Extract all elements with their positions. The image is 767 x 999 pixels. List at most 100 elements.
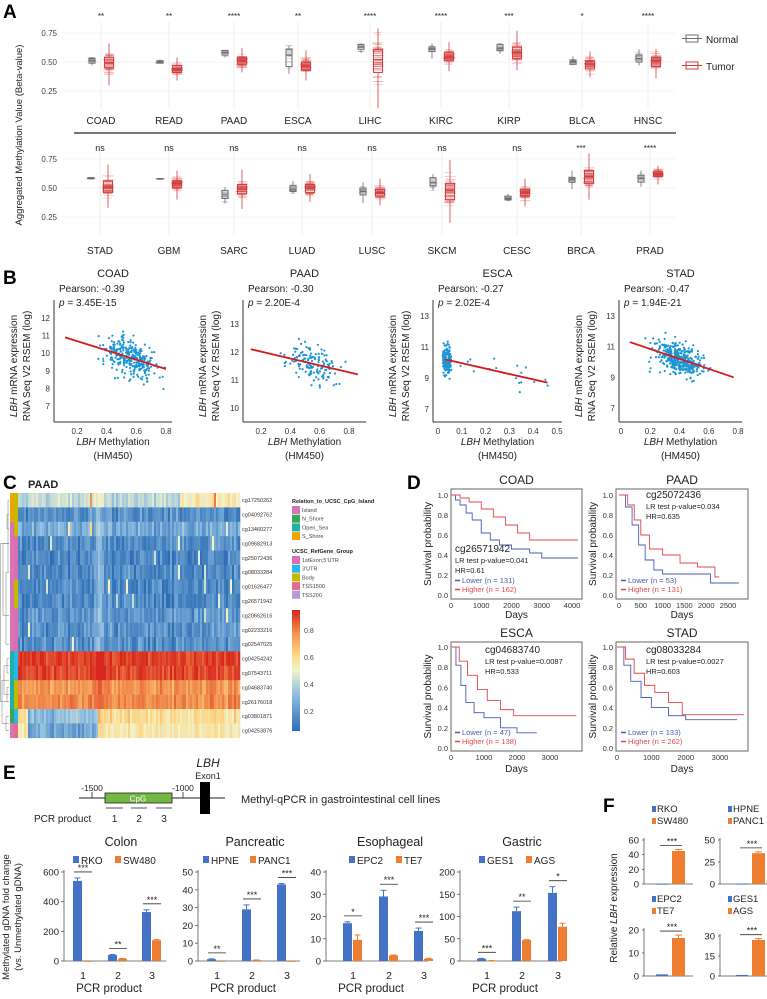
heatmap-cell (108, 622, 111, 638)
heatmap-cell (234, 550, 237, 566)
heatmap-cell (118, 507, 121, 523)
heatmap-cell (94, 493, 97, 508)
heatmap-cell (204, 536, 207, 551)
heatmap-cell (178, 565, 181, 580)
heatmap-cell (124, 709, 127, 724)
category-label: ESCA (284, 116, 312, 127)
heatmap-cell (72, 637, 75, 652)
heatmap-cell (42, 521, 45, 537)
heatmap-cell (74, 694, 77, 710)
heatmap-cell (26, 493, 29, 508)
heatmap-cell (222, 665, 225, 681)
scatter-point (680, 352, 683, 355)
x-tick-label: 2000 (503, 601, 520, 610)
heatmap-cell (188, 665, 191, 681)
heatmap-cell (116, 593, 119, 609)
heatmap-cell (230, 637, 233, 652)
scatter-point (674, 344, 677, 347)
heatmap-cell (158, 694, 161, 710)
heatmap-cell (152, 723, 155, 739)
heatmap-cell (210, 608, 213, 623)
heatmap-cell (206, 665, 209, 681)
scatter-point (675, 368, 678, 371)
heatmap-cell (232, 637, 235, 652)
heatmap-cell (198, 579, 201, 595)
scatter-point (121, 368, 124, 371)
heatmap-cell (50, 550, 53, 566)
heatmap-cell (108, 565, 111, 580)
heatmap-cell (68, 608, 71, 623)
heatmap-cell (192, 608, 195, 623)
heatmap-cell (190, 565, 193, 580)
heatmap-cell (132, 593, 135, 609)
heatmap-cell (220, 723, 223, 739)
heatmap-cell (146, 622, 149, 638)
scatter-point (279, 352, 282, 355)
heatmap-cell (36, 550, 39, 566)
heatmap-cell (226, 608, 229, 623)
y-tick-label: 0.75 (41, 29, 57, 38)
heatmap-cell (66, 493, 69, 508)
heatmap-cell (56, 550, 59, 566)
heatmap-cell (22, 665, 25, 681)
refgene-legend-label: Body (302, 575, 315, 581)
heatmap-cell (50, 579, 53, 595)
heatmap-cell (166, 565, 169, 580)
y-tick-label: 0.4 (438, 551, 448, 560)
heatmap-cell (96, 622, 99, 638)
heatmap-cell (30, 622, 33, 638)
y-tick-label: 10 (230, 404, 239, 413)
heatmap-cell (138, 536, 141, 551)
heatmap-cell (110, 608, 113, 623)
scatter-point (459, 364, 462, 368)
heatmap-cell (148, 651, 151, 667)
heatmap-cell (148, 637, 151, 652)
heatmap-cell (56, 507, 59, 523)
heatmap-cell (146, 550, 149, 566)
heatmap-cell (44, 579, 47, 595)
heatmap-cell (72, 565, 75, 580)
heatmap-cell (132, 493, 135, 508)
heatmap-cell (122, 493, 125, 508)
heatmap-cell (168, 565, 171, 580)
x-tick-label: 0 (436, 427, 441, 436)
heatmap-cell (228, 694, 231, 710)
heatmap-cell (58, 651, 61, 667)
scatter-point (283, 364, 287, 368)
heatmap-cell (170, 608, 173, 623)
heatmap-cell (180, 608, 183, 623)
refgene-annotation (14, 565, 18, 580)
x-tick-label: 0.4 (528, 427, 540, 436)
scatter-point (135, 361, 138, 364)
scatter-point (520, 381, 523, 384)
significance-label: ns (95, 143, 105, 153)
heatmap-cell (50, 521, 53, 537)
heatmap-cell (176, 709, 179, 724)
heatmap-cell (116, 622, 119, 638)
heatmap-cell (188, 680, 191, 695)
heatmap-cell (36, 709, 39, 724)
scatter-point (142, 383, 145, 386)
heatmap-cell (118, 622, 121, 638)
scatter-point (686, 365, 690, 368)
heatmap-cell (40, 579, 43, 595)
heatmap-cell (190, 550, 193, 566)
relation-annotation (10, 709, 14, 724)
heatmap-cell (46, 593, 49, 609)
heatmap-cell (38, 622, 41, 638)
scatter-point (150, 356, 153, 360)
scatter-point (665, 360, 668, 363)
heatmap-cell (54, 550, 57, 566)
scatter-point (449, 355, 453, 358)
heatmap-cell (170, 709, 173, 724)
heatmap-cell (118, 493, 121, 508)
pearson-label: Pearson: -0.39 (59, 284, 125, 295)
heatmap-cell (190, 723, 193, 739)
heatmap-cell (168, 694, 171, 710)
heatmap-cell (148, 493, 151, 508)
heatmap-cell (238, 637, 241, 652)
y-tick-label: 10 (41, 349, 50, 358)
scatter-point (676, 361, 679, 364)
x-axis-label: (HM450) (478, 451, 517, 462)
scatter-point (118, 347, 122, 350)
